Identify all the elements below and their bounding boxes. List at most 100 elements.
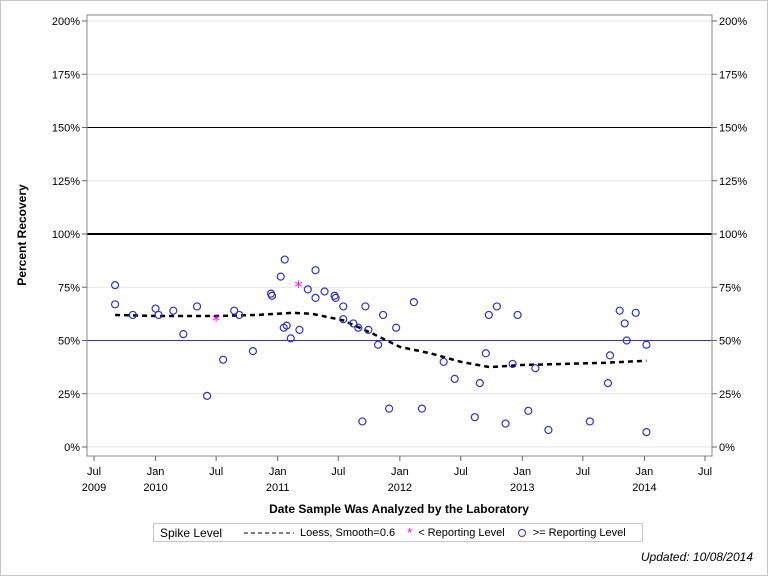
data-point-circle xyxy=(349,319,358,328)
y-tick-label-right: 150% xyxy=(719,123,747,135)
data-point-circle xyxy=(481,349,490,358)
x-axis-title: Date Sample Was Analyzed by the Laborato… xyxy=(269,502,529,516)
data-point-circle xyxy=(192,302,202,311)
data-point-circle xyxy=(470,413,479,422)
data-point-circle xyxy=(544,425,553,435)
updated-date: Updated: 10/08/2014 xyxy=(640,550,753,564)
y-tick-label: 50% xyxy=(58,336,80,348)
data-point-circle xyxy=(531,364,540,373)
data-point-circle xyxy=(202,391,212,400)
x-tick-year-label: 2013 xyxy=(510,482,534,494)
data-point-circle xyxy=(219,355,228,364)
y-axis-title: Percent Recovery xyxy=(15,184,29,286)
star-marker-icon: * xyxy=(407,525,413,540)
data-point-circle xyxy=(603,379,613,388)
x-tick-label: Jan xyxy=(391,466,409,478)
data-point-circle xyxy=(311,266,320,275)
data-point-circle xyxy=(339,315,348,324)
x-tick-year-label: 2011 xyxy=(266,482,290,494)
y-tick-label: 150% xyxy=(52,123,80,135)
data-point-circle xyxy=(501,419,510,428)
legend-above-label: >= Reporting Level xyxy=(532,526,626,539)
data-point-circle xyxy=(151,304,160,313)
data-point-circle xyxy=(373,340,383,349)
y-axis-ticks: 0% 0% 25% 25% 50% 50% 75% 75% 100% 100% 125% 125% 15… xyxy=(52,16,747,454)
data-point-circle xyxy=(169,306,178,315)
data-point-circle xyxy=(110,300,120,309)
data-point-circle xyxy=(276,272,285,281)
y-tick-label-right: 0% xyxy=(719,442,735,454)
plot-area-border xyxy=(86,14,713,457)
data-point-circle xyxy=(508,359,517,369)
legend: Spike Level Loess, Smooth=0.6 * < Report… xyxy=(153,523,643,542)
data-point-circle xyxy=(409,298,418,307)
data-point-star: * xyxy=(294,277,302,296)
x-tick-label: Jul xyxy=(698,466,712,478)
data-point-circle xyxy=(358,417,367,426)
data-point-circle xyxy=(585,417,594,426)
loess-line xyxy=(115,311,647,369)
data-point-circle xyxy=(631,308,640,317)
y-tick-label: 25% xyxy=(58,389,80,401)
data-point-circle xyxy=(286,334,295,343)
x-tick-label: Jan xyxy=(147,466,165,478)
loess-curve xyxy=(115,311,647,369)
data-point-circle xyxy=(248,347,258,356)
data-point-circle xyxy=(379,310,388,320)
data-point-circle xyxy=(513,310,522,320)
x-tick-year-label: 2009 xyxy=(82,482,106,494)
data-point-circle xyxy=(475,379,484,388)
y-tick-label-right: 175% xyxy=(719,69,747,81)
x-tick-label: Jul xyxy=(331,466,345,478)
y-tick-label-right: 100% xyxy=(719,229,747,241)
data-point-circle xyxy=(230,306,239,315)
y-tick-label-right: 25% xyxy=(719,389,741,401)
data-point-circle xyxy=(361,302,370,311)
y-tick-label-right: 125% xyxy=(719,176,747,188)
circle-marker-icon xyxy=(517,528,526,537)
chart-svg: ** 0% 0%25% 25%50% 50%75% 75%100% 100%125% 125… xyxy=(15,14,747,516)
x-tick-label: Jul xyxy=(87,466,101,478)
data-point-circle xyxy=(320,287,329,296)
y-tick-label: 200% xyxy=(52,16,80,28)
data-point-circle xyxy=(311,293,320,302)
data-point-circle xyxy=(484,310,493,320)
data-point-circle xyxy=(339,302,348,311)
data-point-circle xyxy=(417,404,427,413)
data-points: ** xyxy=(110,255,651,437)
data-point-circle xyxy=(267,291,277,300)
x-tick-label: Jan xyxy=(269,466,287,478)
data-point-circle xyxy=(303,285,312,294)
data-point-circle xyxy=(439,357,448,366)
y-tick-label-right: 75% xyxy=(719,282,741,294)
data-point-circle xyxy=(179,330,188,339)
x-tick-year-label: 2010 xyxy=(143,482,167,494)
data-point-circle xyxy=(154,310,163,320)
data-point-star: * xyxy=(212,311,220,330)
data-point-circle xyxy=(620,319,629,328)
reference-lines xyxy=(87,127,712,341)
y-tick-label: 175% xyxy=(52,69,80,81)
y-tick-label: 75% xyxy=(58,282,80,294)
data-point-circle xyxy=(331,293,340,302)
data-point-circle xyxy=(615,306,624,315)
x-tick-year-label: 2014 xyxy=(632,482,656,494)
x-tick-label: Jan xyxy=(513,466,531,478)
x-axis-ticks: Jul 2009 Jan 2010 Jul Jan 2011 Jul Jan 2012 Jul Jan… xyxy=(82,456,712,494)
y-tick-label-right: 200% xyxy=(719,16,747,28)
data-point-circle xyxy=(492,302,501,311)
data-point-circle xyxy=(280,255,289,264)
x-tick-label: Jul xyxy=(576,466,590,478)
x-tick-label: Jul xyxy=(209,466,223,478)
legend-below-label: < Reporting Level xyxy=(418,526,505,539)
data-point-circle xyxy=(392,323,401,332)
y-tick-label: 125% xyxy=(52,176,80,188)
legend-title: Spike Level xyxy=(160,525,223,540)
data-point-circle xyxy=(450,374,459,383)
y-tick-label: 0% xyxy=(64,442,80,454)
data-point-circle xyxy=(622,336,631,345)
legend-loess-label: Loess, Smooth=0.6 xyxy=(300,526,396,539)
y-tick-label: 100% xyxy=(52,229,80,241)
data-point-circle xyxy=(364,325,373,334)
